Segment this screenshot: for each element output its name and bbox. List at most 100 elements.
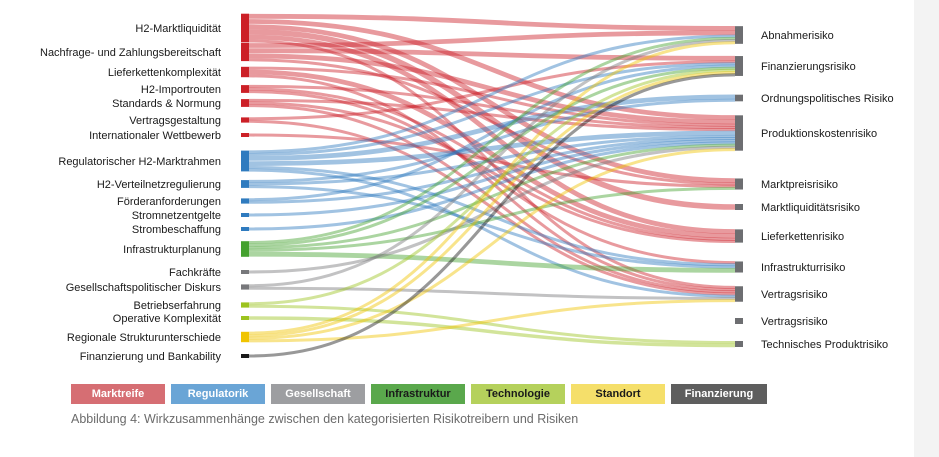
legend-item-gesellschaft: Gesellschaft — [271, 384, 365, 404]
driver-label: Lieferkettenkomplexität — [108, 67, 221, 79]
driver-node-bar — [241, 85, 249, 93]
risk-label: Infrastrukturrisiko — [761, 262, 845, 274]
driver-node-bar — [241, 302, 249, 308]
driver-node-bar — [241, 180, 249, 188]
flow-link — [248, 119, 736, 296]
flow-link — [248, 90, 736, 265]
flow-link — [248, 66, 736, 247]
risk-label: Lieferkettenrisiko — [761, 231, 844, 243]
legend: Marktreife Regulatorik Gesellschaft Infrast… — [71, 384, 767, 404]
driver-label: Regionale Strukturunterschiede — [67, 332, 221, 344]
flow-link — [248, 148, 736, 340]
flow-link — [248, 74, 736, 292]
flow-link — [248, 139, 736, 217]
risk-label: Vertragsrisiko — [761, 316, 828, 328]
left-nodes-layer: H2-Marktliquidität Nachfrage- und Zahlung… — [40, 13, 249, 363]
flow-link — [248, 98, 736, 183]
risk-node-bar — [735, 56, 743, 76]
flow-link — [248, 64, 736, 202]
flow-link — [248, 71, 736, 338]
driver-node-bar — [241, 66, 249, 78]
flow-link — [248, 34, 736, 234]
flow-link — [248, 53, 736, 125]
risk-label: Abnahmerisiko — [761, 30, 834, 42]
driver-node-bar — [241, 133, 249, 137]
flow-link — [248, 185, 736, 269]
flow-link — [248, 94, 736, 161]
sankey-diagram: H2-Marktliquidität Nachfrage- und Zahlung… — [40, 13, 894, 363]
risk-node-bar — [735, 26, 743, 44]
flow-link — [248, 24, 736, 184]
legend-item-marktreife: Marktreife — [71, 384, 165, 404]
flow-link — [248, 251, 736, 273]
risk-label: Vertragsrisiko — [761, 289, 828, 301]
flow-link — [248, 13, 736, 31]
risk-node-bar — [735, 94, 743, 102]
driver-label: H2-Importrouten — [141, 84, 221, 96]
flow-link — [248, 69, 736, 239]
flow-link — [248, 84, 736, 129]
flow-link — [248, 68, 736, 306]
flow-link — [248, 39, 736, 288]
driver-node-bar — [241, 117, 249, 123]
right-nodes-layer: Abnahmerisiko Finanzierungsrisiko Ordnungs… — [735, 26, 894, 351]
driver-label: Finanzierung und Bankability — [80, 351, 222, 363]
flow-link — [248, 299, 736, 343]
flow-link — [248, 133, 736, 188]
driver-node-bar — [241, 42, 249, 62]
flow-link — [248, 41, 736, 335]
driver-label: H2-Verteilnetzregulierung — [97, 179, 221, 191]
driver-node-bar — [241, 241, 249, 257]
flow-link — [248, 104, 736, 294]
risk-node-bar — [735, 341, 743, 347]
risk-node-bar — [735, 261, 743, 273]
flow-link — [248, 48, 736, 61]
driver-label: Vertragsgestaltung — [129, 115, 221, 127]
flow-link — [248, 58, 736, 186]
flow-link — [248, 286, 736, 300]
flow-link — [248, 39, 736, 289]
risk-label: Finanzierungsrisiko — [761, 61, 856, 73]
driver-node-bar — [241, 270, 249, 274]
flow-link — [248, 36, 736, 244]
flow-link — [248, 19, 736, 120]
driver-node-bar — [241, 331, 249, 343]
flow-link — [248, 34, 736, 154]
driver-node-bar — [241, 227, 249, 231]
driver-node-bar — [241, 213, 249, 217]
legend-item-infrastruktur: Infrastruktur — [371, 384, 465, 404]
driver-node-bar — [241, 284, 249, 290]
legend-item-technologie: Technologie — [471, 384, 565, 404]
flow-link — [248, 134, 736, 186]
flow-link — [248, 60, 736, 121]
risk-node-bar — [735, 115, 743, 151]
legend-item-finanzierung: Finanzierung — [671, 384, 767, 404]
legend-item-standort: Standort — [571, 384, 665, 404]
flow-link — [248, 166, 736, 267]
risk-node-bar — [735, 229, 743, 243]
driver-label: Operative Komplexität — [113, 313, 221, 325]
driver-label: Gesellschaftspolitischer Diskurs — [66, 282, 222, 294]
flow-link — [248, 145, 736, 274]
risk-label: Ordnungspolitisches Risiko — [761, 93, 894, 105]
driver-label: Stromnetzentgelte — [132, 210, 221, 222]
flow-link — [248, 141, 736, 231]
risk-node-bar — [735, 178, 743, 190]
flow-link — [248, 66, 736, 127]
risk-node-bar — [735, 204, 743, 210]
flow-link — [248, 143, 736, 250]
figure-caption: Abbildung 4: Wirkzusammenhänge zwischen … — [71, 412, 579, 426]
flow-link — [248, 62, 736, 156]
flow-link — [248, 30, 736, 48]
flow-link — [248, 98, 736, 132]
driver-label: Regulatorischer H2-Marktrahmen — [58, 156, 221, 168]
risk-label: Marktliquiditätsrisiko — [761, 202, 860, 214]
driver-node-bar — [241, 13, 249, 43]
flow-link — [248, 101, 736, 244]
driver-node-bar — [241, 198, 249, 204]
risk-label: Produktionskostenrisiko — [761, 128, 877, 140]
flow-link — [248, 304, 736, 344]
driver-node-bar — [241, 354, 249, 358]
driver-label: Fachkräfte — [169, 267, 221, 279]
page-margin — [914, 0, 939, 457]
